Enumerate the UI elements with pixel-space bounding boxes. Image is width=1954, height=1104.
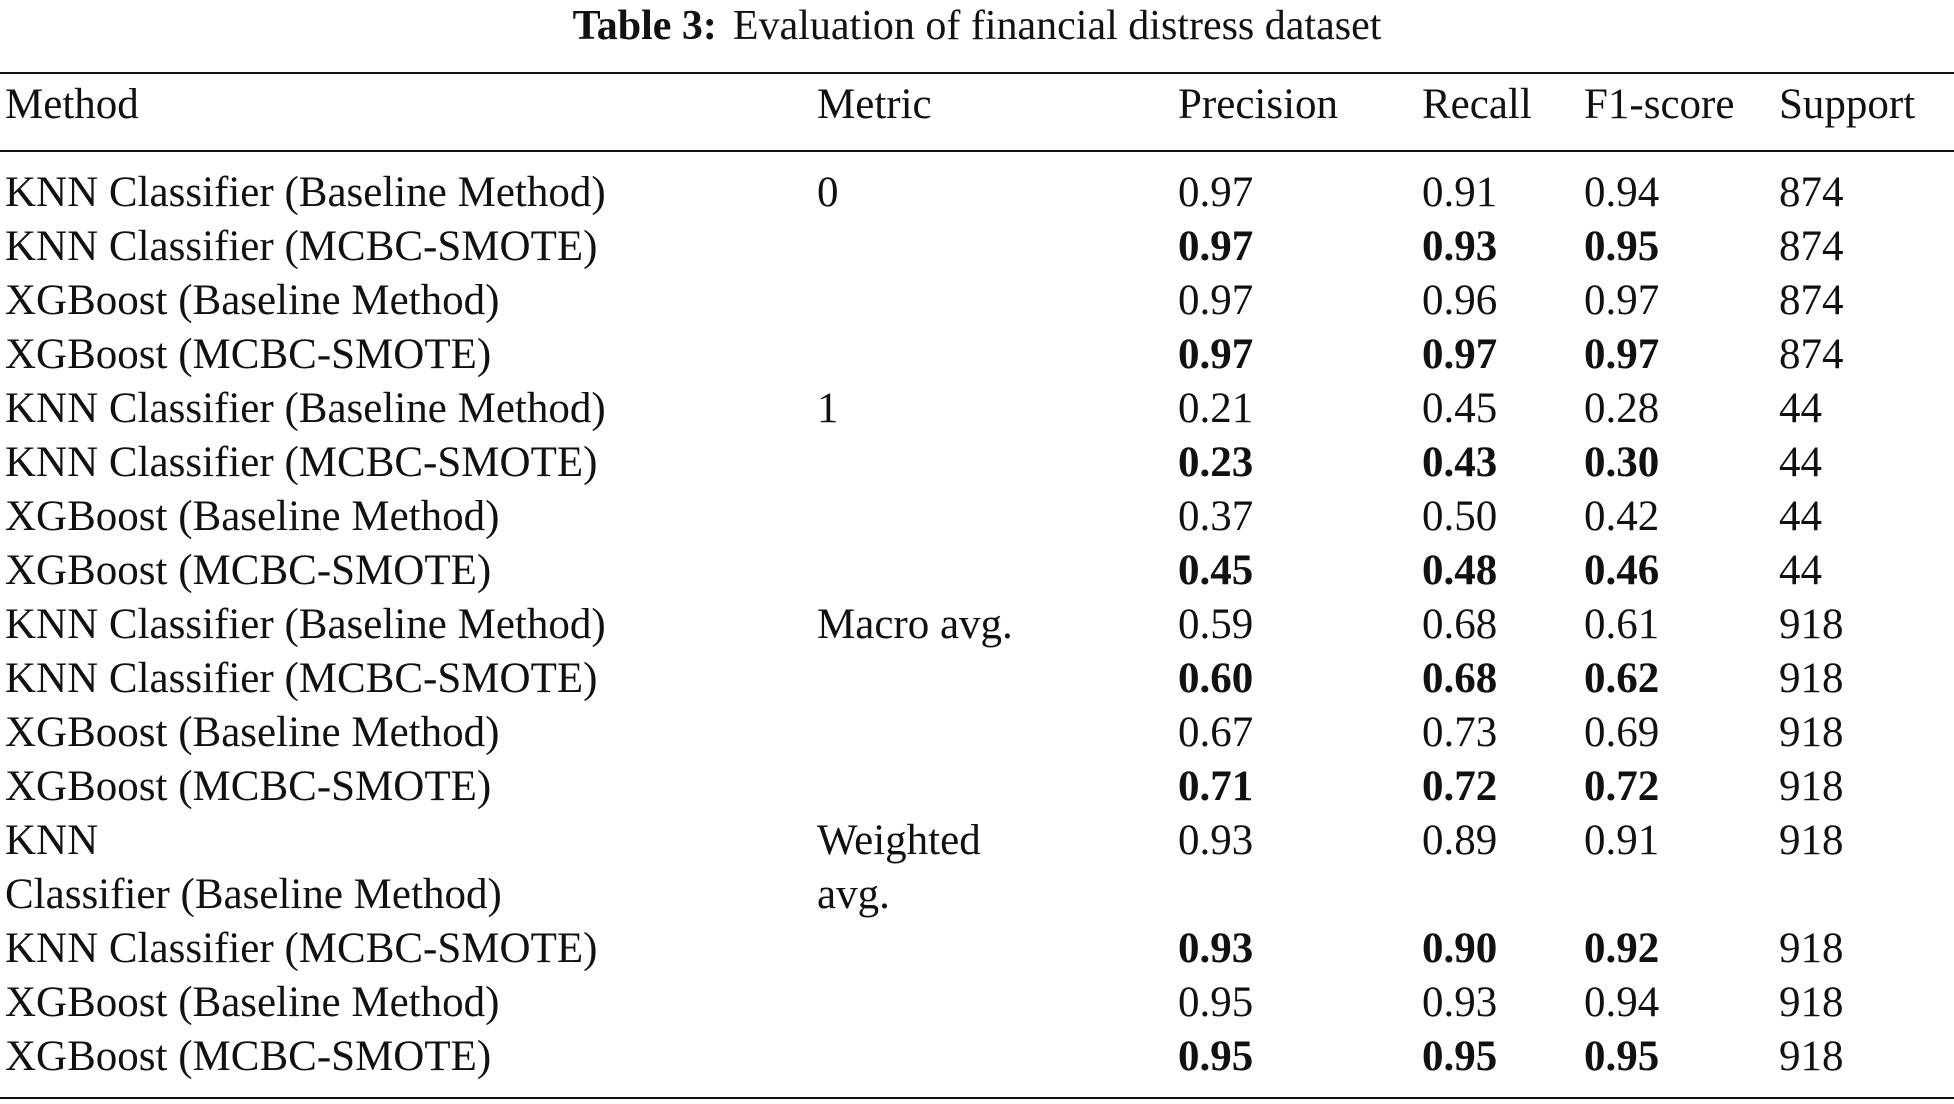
header-metric: Metric xyxy=(817,81,932,128)
cell-recall: 0.50 xyxy=(1422,493,1498,540)
table-bottom-rule xyxy=(0,1097,1954,1099)
cell-support: 918 xyxy=(1779,709,1844,756)
cell-support: 918 xyxy=(1779,601,1844,648)
cell-f1-score: 0.95 xyxy=(1584,1033,1660,1080)
cell-method: XGBoost (MCBC-SMOTE) xyxy=(5,1033,492,1080)
cell-precision: 0.60 xyxy=(1178,655,1254,702)
cell-f1-score: 0.94 xyxy=(1584,979,1660,1026)
cell-method: XGBoost (MCBC-SMOTE) xyxy=(5,331,492,378)
table-top-rule xyxy=(0,72,1954,74)
cell-support: 874 xyxy=(1779,223,1844,270)
cell-metric: 1 xyxy=(817,385,839,432)
cell-metric: Macro avg. xyxy=(817,601,1013,648)
cell-recall: 0.73 xyxy=(1422,709,1498,756)
cell-precision: 0.59 xyxy=(1178,601,1254,648)
cell-precision: 0.97 xyxy=(1178,169,1254,216)
cell-precision: 0.93 xyxy=(1178,817,1254,864)
cell-metric: avg. xyxy=(817,871,890,918)
cell-precision: 0.97 xyxy=(1178,277,1254,324)
cell-precision: 0.21 xyxy=(1178,385,1254,432)
cell-recall: 0.93 xyxy=(1422,979,1498,1026)
cell-metric: 0 xyxy=(817,169,839,216)
cell-method: XGBoost (MCBC-SMOTE) xyxy=(5,547,492,594)
cell-f1-score: 0.30 xyxy=(1584,439,1660,486)
cell-precision: 0.23 xyxy=(1178,439,1254,486)
cell-support: 874 xyxy=(1779,169,1844,216)
cell-precision: 0.97 xyxy=(1178,223,1254,270)
cell-f1-score: 0.97 xyxy=(1584,277,1660,324)
cell-precision: 0.97 xyxy=(1178,331,1254,378)
cell-f1-score: 0.72 xyxy=(1584,763,1660,810)
cell-method: XGBoost (MCBC-SMOTE) xyxy=(5,763,492,810)
cell-support: 44 xyxy=(1779,547,1822,594)
cell-recall: 0.45 xyxy=(1422,385,1498,432)
header-support: Support xyxy=(1779,81,1916,128)
cell-support: 44 xyxy=(1779,439,1822,486)
cell-precision: 0.71 xyxy=(1178,763,1254,810)
cell-support: 44 xyxy=(1779,385,1822,432)
table-header-rule xyxy=(0,150,1954,152)
cell-precision: 0.95 xyxy=(1178,979,1254,1026)
cell-recall: 0.89 xyxy=(1422,817,1498,864)
header-f1-score: F1-score xyxy=(1584,81,1735,128)
cell-support: 918 xyxy=(1779,979,1844,1026)
cell-method: KNN xyxy=(5,817,99,864)
cell-f1-score: 0.69 xyxy=(1584,709,1660,756)
table-caption-text: Evaluation of financial distress dataset xyxy=(732,3,1382,49)
cell-f1-score: 0.94 xyxy=(1584,169,1660,216)
cell-support: 918 xyxy=(1779,817,1844,864)
cell-recall: 0.95 xyxy=(1422,1033,1498,1080)
cell-precision: 0.93 xyxy=(1178,925,1254,972)
cell-method: XGBoost (Baseline Method) xyxy=(5,277,500,324)
header-precision: Precision xyxy=(1178,81,1339,128)
cell-method: KNN Classifier (Baseline Method) xyxy=(5,385,606,432)
cell-precision: 0.45 xyxy=(1178,547,1254,594)
table-caption: Table 3: Evaluation of financial distress… xyxy=(0,2,1954,50)
cell-method: XGBoost (Baseline Method) xyxy=(5,493,500,540)
cell-precision: 0.67 xyxy=(1178,709,1254,756)
cell-recall: 0.91 xyxy=(1422,169,1498,216)
cell-recall: 0.72 xyxy=(1422,763,1498,810)
cell-recall: 0.43 xyxy=(1422,439,1498,486)
cell-support: 918 xyxy=(1779,763,1844,810)
header-recall: Recall xyxy=(1422,81,1532,128)
header-method: Method xyxy=(5,81,139,128)
cell-recall: 0.97 xyxy=(1422,331,1498,378)
cell-support: 918 xyxy=(1779,655,1844,702)
cell-method: KNN Classifier (Baseline Method) xyxy=(5,601,606,648)
cell-method: KNN Classifier (MCBC-SMOTE) xyxy=(5,439,598,486)
cell-recall: 0.48 xyxy=(1422,547,1498,594)
cell-f1-score: 0.62 xyxy=(1584,655,1660,702)
cell-method: XGBoost (Baseline Method) xyxy=(5,979,500,1026)
cell-method: Classifier (Baseline Method) xyxy=(5,871,502,918)
cell-precision: 0.95 xyxy=(1178,1033,1254,1080)
cell-recall: 0.93 xyxy=(1422,223,1498,270)
cell-method: XGBoost (Baseline Method) xyxy=(5,709,500,756)
cell-f1-score: 0.46 xyxy=(1584,547,1660,594)
cell-method: KNN Classifier (Baseline Method) xyxy=(5,169,606,216)
cell-method: KNN Classifier (MCBC-SMOTE) xyxy=(5,655,598,702)
cell-f1-score: 0.97 xyxy=(1584,331,1660,378)
cell-metric: Weighted xyxy=(817,817,981,864)
cell-support: 874 xyxy=(1779,277,1844,324)
cell-precision: 0.37 xyxy=(1178,493,1254,540)
cell-f1-score: 0.95 xyxy=(1584,223,1660,270)
cell-f1-score: 0.91 xyxy=(1584,817,1660,864)
cell-method: KNN Classifier (MCBC-SMOTE) xyxy=(5,223,598,270)
cell-support: 874 xyxy=(1779,331,1844,378)
cell-f1-score: 0.42 xyxy=(1584,493,1660,540)
table-caption-label: Table 3: xyxy=(572,3,717,49)
cell-f1-score: 0.92 xyxy=(1584,925,1660,972)
cell-recall: 0.96 xyxy=(1422,277,1498,324)
cell-recall: 0.90 xyxy=(1422,925,1498,972)
cell-method: KNN Classifier (MCBC-SMOTE) xyxy=(5,925,598,972)
cell-support: 918 xyxy=(1779,1033,1844,1080)
cell-f1-score: 0.61 xyxy=(1584,601,1660,648)
cell-f1-score: 0.28 xyxy=(1584,385,1660,432)
cell-support: 44 xyxy=(1779,493,1822,540)
cell-recall: 0.68 xyxy=(1422,601,1498,648)
cell-recall: 0.68 xyxy=(1422,655,1498,702)
cell-support: 918 xyxy=(1779,925,1844,972)
